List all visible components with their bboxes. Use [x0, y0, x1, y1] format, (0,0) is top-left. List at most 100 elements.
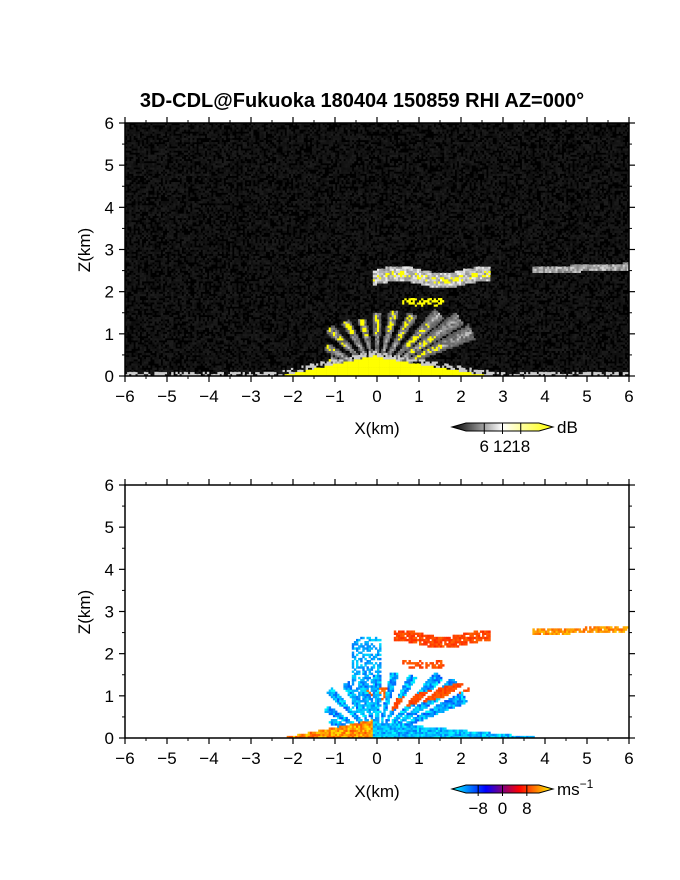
heatmap-cell	[135, 319, 138, 322]
heatmap-cell	[135, 205, 138, 208]
heatmap-cell	[251, 373, 254, 377]
heatmap-cell	[211, 144, 214, 147]
heatmap-cell	[188, 245, 191, 248]
heatmap-cell	[154, 163, 157, 166]
heatmap-cell	[198, 293, 201, 297]
heatmap-cell	[246, 293, 250, 297]
heatmap-cell	[169, 141, 172, 145]
heatmap-cell	[181, 129, 185, 132]
heatmap-cell	[251, 160, 254, 164]
heatmap-cell	[194, 323, 197, 326]
heatmap-cell	[185, 291, 189, 295]
heatmap-cell	[131, 333, 134, 337]
heatmap-cell	[173, 158, 176, 162]
heatmap-cell	[223, 268, 227, 271]
heatmap-cell	[192, 255, 195, 259]
heatmap-cell	[196, 321, 199, 324]
heatmap-cell	[192, 232, 195, 236]
heatmap-cell	[177, 243, 180, 246]
heatmap-cell	[133, 205, 136, 208]
heatmap-cell	[164, 264, 168, 267]
heatmap-cell	[219, 344, 222, 347]
heatmap-cell	[236, 125, 239, 128]
heatmap-cell	[164, 203, 168, 206]
heatmap-cell	[263, 243, 266, 246]
heatmap-cell	[261, 357, 264, 360]
heatmap-cell	[244, 198, 248, 202]
heatmap-cell	[211, 163, 214, 166]
heatmap-cell	[175, 304, 178, 307]
heatmap-cell	[202, 154, 206, 158]
heatmap-cell	[246, 352, 250, 356]
heatmap-cell	[211, 312, 214, 316]
heatmap-cell	[204, 264, 208, 267]
heatmap-cell	[152, 154, 155, 158]
heatmap-cell	[232, 289, 235, 292]
heatmap-cell	[137, 123, 140, 126]
heatmap-cell	[181, 123, 185, 126]
heatmap-cell	[196, 371, 199, 375]
heatmap-cell	[246, 304, 250, 307]
heatmap-cell	[223, 354, 227, 358]
heatmap-cell	[202, 357, 206, 360]
heatmap-cell	[257, 255, 260, 259]
heatmap-cell	[234, 226, 237, 229]
heatmap-cell	[127, 346, 130, 349]
heatmap-cell	[160, 365, 164, 368]
heatmap-cell	[253, 338, 256, 341]
heatmap-cell	[125, 148, 128, 151]
heatmap-cell	[181, 219, 185, 223]
heatmap-cell	[177, 327, 180, 330]
heatmap-cell	[269, 276, 273, 280]
heatmap-cell	[253, 207, 256, 210]
heatmap-cell	[137, 209, 140, 212]
heatmap-cell	[248, 350, 252, 354]
heatmap-cell	[167, 236, 170, 240]
heatmap-cell	[230, 295, 233, 299]
heatmap-cell	[221, 348, 224, 351]
heatmap-cell	[230, 289, 233, 292]
heatmap-cell	[227, 283, 231, 286]
heatmap-cell	[198, 359, 201, 362]
heatmap-cell	[177, 160, 180, 164]
heatmap-cell	[181, 363, 185, 366]
heatmap-cell	[251, 257, 254, 261]
heatmap-cell	[206, 253, 210, 257]
heatmap-cell	[188, 352, 191, 356]
heatmap-cell	[232, 319, 235, 322]
heatmap-cell	[246, 367, 250, 370]
heatmap-cell	[232, 323, 235, 326]
heatmap-cell	[179, 300, 182, 303]
heatmap-cell	[154, 300, 157, 303]
heatmap-cell	[259, 228, 262, 231]
heatmap-cell	[141, 371, 145, 375]
heatmap-cell	[162, 203, 166, 206]
heatmap-cell	[211, 359, 214, 362]
heatmap-cell	[164, 352, 168, 356]
heatmap-cell	[158, 371, 161, 375]
heatmap-cell	[175, 262, 178, 265]
heatmap-cell	[213, 209, 216, 212]
heatmap-cell	[272, 215, 275, 219]
heatmap-cell	[169, 165, 172, 168]
heatmap-cell	[154, 262, 157, 265]
heatmap-cell	[248, 308, 252, 311]
heatmap-cell	[255, 338, 258, 341]
heatmap-cell	[248, 146, 252, 149]
heatmap-cell	[267, 224, 271, 227]
heatmap-cell	[171, 255, 174, 259]
heatmap-cell	[234, 230, 237, 233]
heatmap-cell	[251, 359, 254, 362]
heatmap-cell	[267, 222, 271, 225]
heatmap-cell	[158, 312, 161, 316]
heatmap-cell	[131, 272, 134, 276]
heatmap-cell	[211, 367, 214, 370]
heatmap-cell	[156, 139, 159, 143]
heatmap-cell	[183, 316, 187, 320]
heatmap-cell	[248, 281, 252, 284]
heatmap-cell	[206, 321, 210, 324]
heatmap-cell	[177, 308, 180, 311]
heatmap-cell	[129, 331, 132, 335]
heatmap-cell	[127, 302, 130, 305]
heatmap-cell	[164, 373, 168, 377]
